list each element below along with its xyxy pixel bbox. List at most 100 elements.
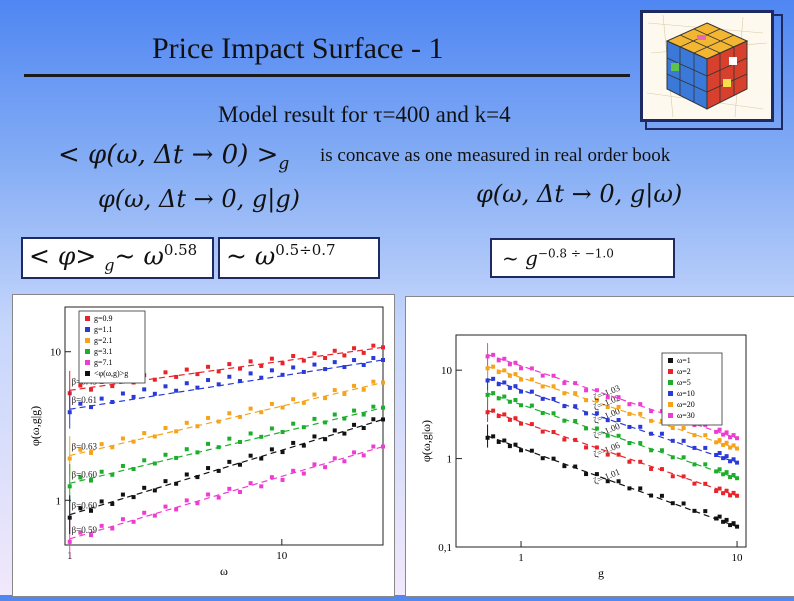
- data-point: [513, 360, 518, 365]
- data-point: [237, 489, 242, 494]
- legend-marker: [668, 402, 673, 407]
- legend-entry: ω=2: [677, 367, 691, 376]
- slide-title: Price Impact Surface - 1: [152, 32, 444, 65]
- data-point: [491, 434, 496, 439]
- legend-marker: [668, 413, 673, 418]
- data-point: [649, 418, 654, 423]
- data-point: [519, 389, 524, 394]
- data-point: [573, 437, 578, 442]
- data-point: [724, 454, 729, 459]
- data-point: [184, 498, 189, 503]
- data-point: [562, 404, 567, 409]
- data-point: [163, 384, 168, 389]
- data-point: [540, 456, 545, 461]
- data-point: [670, 501, 675, 506]
- data-point: [291, 354, 296, 359]
- data-point: [638, 441, 643, 446]
- data-point: [502, 356, 507, 361]
- data-point: [731, 490, 736, 495]
- data-point: [551, 430, 556, 435]
- data-point: [301, 443, 306, 448]
- formula-fixed-g: φ(ω, Δt → 0, g|g): [98, 185, 301, 213]
- data-point: [163, 504, 168, 509]
- data-point: [703, 481, 708, 486]
- legend-marker: [85, 327, 90, 332]
- data-point: [573, 391, 578, 396]
- data-point: [352, 346, 357, 351]
- data-point: [174, 374, 179, 379]
- data-point: [206, 441, 211, 446]
- box3-tilde: ~ g: [502, 246, 538, 270]
- data-point: [152, 461, 157, 466]
- data-point: [280, 361, 285, 366]
- data-point: [681, 426, 686, 431]
- data-point: [728, 523, 733, 528]
- data-point: [731, 433, 736, 438]
- data-point: [174, 455, 179, 460]
- data-point: [638, 459, 643, 464]
- data-point: [280, 430, 285, 435]
- data-point: [728, 445, 733, 450]
- data-point: [120, 463, 125, 468]
- data-point: [507, 444, 512, 449]
- data-point: [323, 356, 328, 361]
- y-tick-label: 10: [50, 347, 62, 359]
- data-point: [206, 415, 211, 420]
- data-point: [513, 372, 518, 377]
- data-point: [89, 508, 94, 513]
- data-point: [163, 479, 168, 484]
- mean-impact-formula-sub: g: [278, 154, 290, 175]
- formula-fixed-omega: φ(ω, Δt → 0, g|ω): [476, 180, 683, 208]
- box3-exp: −0.8 ÷ −1.0: [537, 246, 614, 261]
- data-point: [724, 470, 729, 475]
- data-point: [89, 387, 94, 392]
- data-point: [206, 492, 211, 497]
- data-point: [638, 486, 643, 491]
- data-point: [237, 462, 242, 467]
- data-point: [507, 362, 512, 367]
- data-point: [735, 436, 740, 441]
- data-point: [670, 438, 675, 443]
- data-point: [638, 411, 643, 416]
- data-point: [269, 401, 274, 406]
- data-point: [724, 488, 729, 493]
- chart-impact-vs-omega: 110110ωφ(ω,g|g)β=0.43β=0.61β=0.63β=0.60β…: [12, 294, 395, 597]
- data-point: [269, 368, 274, 373]
- data-point: [562, 437, 567, 442]
- x-tick-label: 10: [276, 550, 288, 562]
- data-point: [291, 468, 296, 473]
- data-point: [227, 459, 232, 464]
- data-point: [584, 388, 589, 393]
- data-point: [301, 471, 306, 476]
- data-point: [659, 493, 664, 498]
- data-point: [562, 418, 567, 423]
- data-point: [152, 434, 157, 439]
- y-axis-label: φ(ω,g|g): [28, 406, 42, 446]
- x-tick-label: 10: [732, 552, 744, 564]
- data-point: [174, 481, 179, 486]
- data-point: [731, 473, 736, 478]
- data-point: [110, 384, 115, 389]
- data-point: [692, 462, 697, 467]
- fit-annotation: β=0.60: [72, 501, 98, 511]
- data-point: [721, 432, 726, 437]
- legend-marker: [668, 358, 673, 363]
- data-point: [721, 472, 726, 477]
- data-point: [703, 509, 708, 514]
- data-point: [692, 481, 697, 486]
- data-point: [110, 472, 115, 477]
- data-point: [248, 371, 253, 376]
- data-point: [269, 447, 274, 452]
- legend-marker: [668, 391, 673, 396]
- data-point: [703, 462, 708, 467]
- data-point: [605, 452, 610, 457]
- data-point: [312, 462, 317, 467]
- data-point: [519, 377, 524, 382]
- data-point: [731, 457, 736, 462]
- data-point: [361, 350, 366, 355]
- data-point: [248, 481, 253, 486]
- data-point: [227, 374, 232, 379]
- data-point: [573, 464, 578, 469]
- data-point: [616, 452, 621, 457]
- legend-marker: [85, 338, 90, 343]
